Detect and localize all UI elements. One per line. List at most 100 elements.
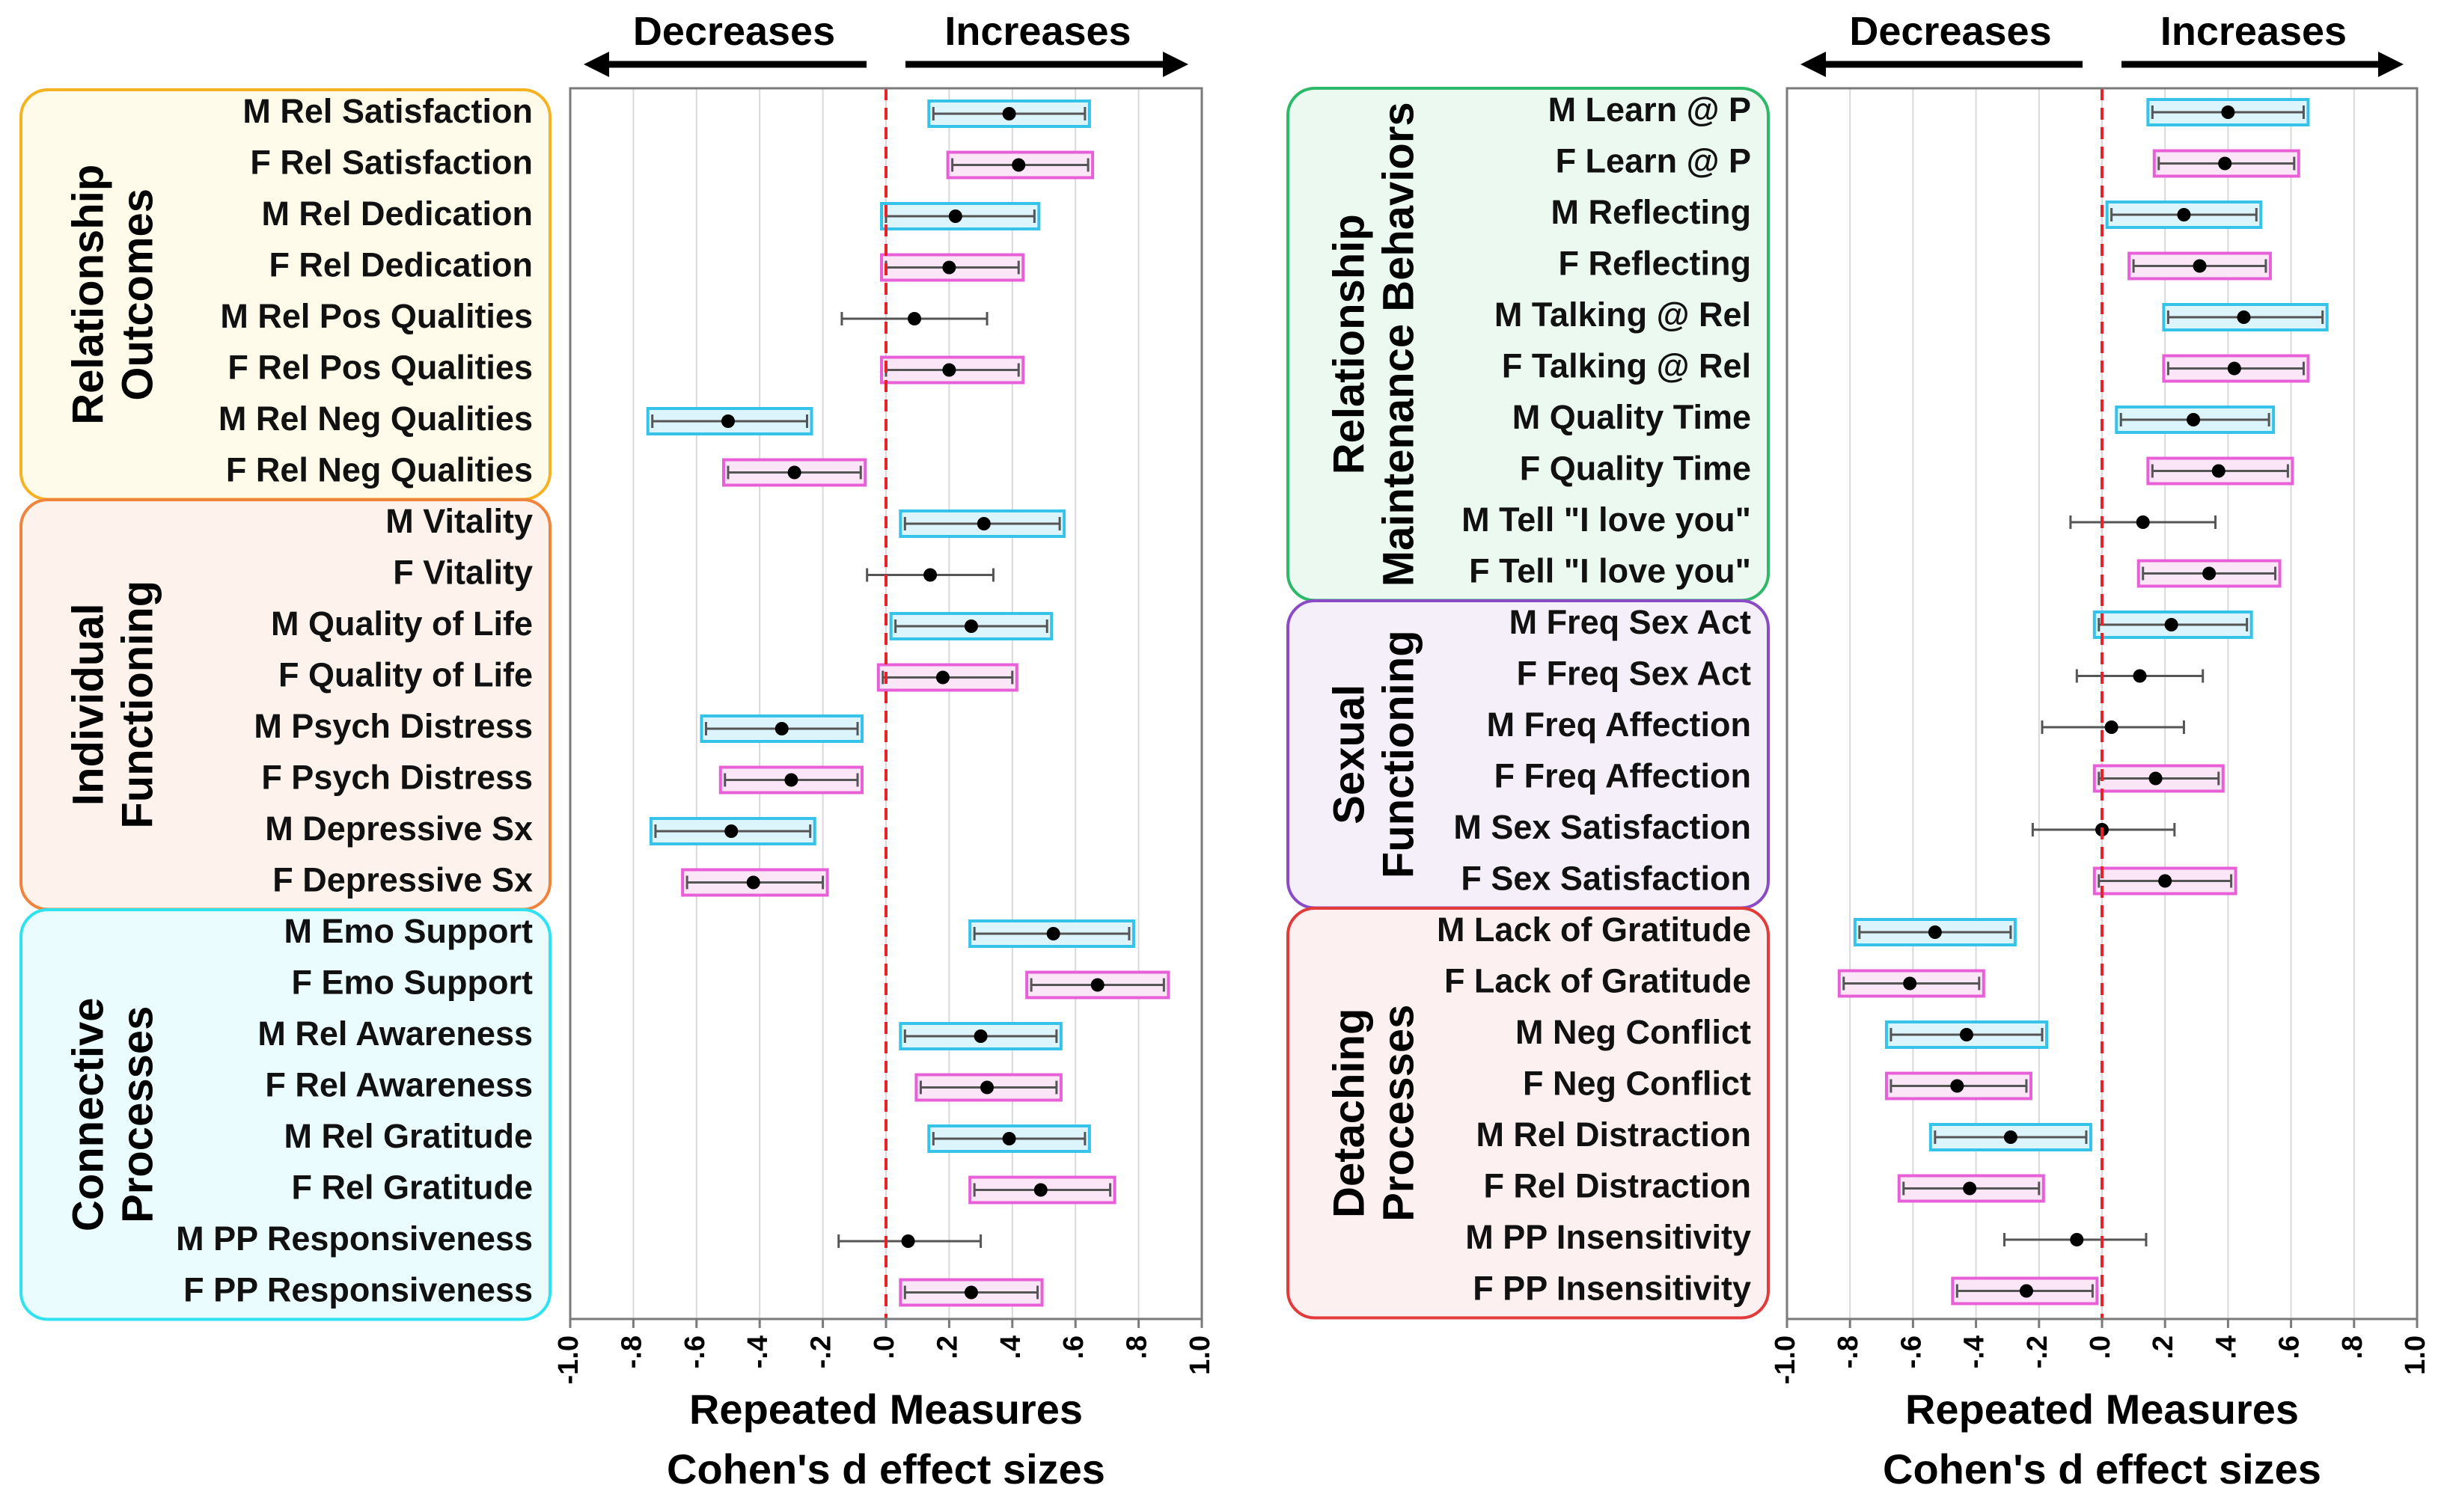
row-label: F Freq Affection	[1494, 756, 1751, 795]
effect-point	[2211, 464, 2225, 478]
group-label: Functioning	[1374, 630, 1423, 878]
row-label: M Rel Pos Qualities	[220, 297, 533, 335]
row-label: F Lack of Gratitude	[1444, 961, 1751, 1000]
effect-point	[2218, 156, 2232, 171]
effect-point	[977, 517, 991, 530]
row-label: M Depressive Sx	[265, 809, 533, 848]
x-tick-label: .2	[932, 1335, 963, 1359]
row-label: M Rel Neg Qualities	[219, 400, 533, 438]
effect-point	[2104, 720, 2118, 734]
x-tick-label: .6	[2274, 1335, 2306, 1359]
effect-point	[1002, 1132, 1016, 1145]
row-label: F Talking @ Rel	[1502, 346, 1751, 385]
effect-point	[721, 414, 735, 428]
row-label: F Reflecting	[1558, 244, 1751, 282]
effect-point	[1928, 925, 1942, 939]
x-tick-label: -.6	[1895, 1335, 1927, 1368]
group-label: Outcomes	[113, 189, 162, 401]
row-label: M Quality of Life	[271, 605, 533, 643]
row-label: M Learn @ P	[1548, 91, 1751, 129]
row-label: F Psych Distress	[261, 758, 533, 796]
row-label: M Freq Sex Act	[1509, 603, 1751, 641]
decreases-label: Decreases	[633, 9, 835, 54]
effect-point	[1033, 1183, 1048, 1197]
increases-arrowhead	[2378, 52, 2404, 77]
x-tick-label: -1.0	[553, 1335, 584, 1384]
decreases-arrowhead	[584, 52, 609, 77]
effect-point	[980, 1080, 995, 1095]
x-tick-label: -1.0	[1770, 1335, 1801, 1384]
effect-point	[2003, 1130, 2017, 1144]
row-label: M PP Responsiveness	[176, 1219, 533, 1258]
group-label: Individual	[64, 603, 112, 806]
x-tick-label: -.4	[742, 1335, 774, 1368]
x-tick-label: .4	[2211, 1335, 2242, 1359]
row-label: M Psych Distress	[254, 707, 533, 745]
effect-point	[724, 824, 739, 838]
row-label: M Reflecting	[1551, 193, 1751, 231]
group-label: Functioning	[113, 581, 162, 829]
effect-point	[775, 722, 789, 735]
row-label: M Neg Conflict	[1515, 1013, 1751, 1051]
x-tick-label: 1.0	[2400, 1335, 2431, 1375]
x-tick-label: -.2	[806, 1335, 837, 1368]
x-axis-title: Repeated Measures	[689, 1386, 1083, 1433]
effect-point	[964, 619, 978, 633]
effect-point	[907, 312, 921, 325]
row-label: F Learn @ P	[1556, 141, 1751, 180]
x-axis-subtitle: Cohen's d effect sizes	[1883, 1445, 2321, 1493]
row-label: F PP Insensitivity	[1473, 1269, 1751, 1307]
effect-point	[1012, 158, 1026, 172]
row-label: F Rel Gratitude	[291, 1168, 533, 1206]
row-label: M Tell "I love you"	[1461, 501, 1751, 539]
effect-point	[2148, 771, 2163, 786]
x-tick-label: .8	[1122, 1335, 1153, 1359]
x-tick-label: .0	[869, 1335, 900, 1359]
decreases-label: Decreases	[1849, 9, 2051, 54]
row-label: F Rel Dedication	[269, 245, 533, 284]
row-label: M Rel Dedication	[261, 195, 533, 233]
effect-point	[787, 465, 801, 480]
row-label: M Rel Gratitude	[284, 1117, 533, 1155]
effect-point	[2070, 1233, 2084, 1246]
effect-point	[948, 209, 962, 223]
effect-point	[974, 1029, 988, 1043]
x-tick-label: .6	[1058, 1335, 1090, 1359]
effect-point	[2133, 669, 2147, 683]
effect-point	[901, 1234, 915, 1248]
row-label: M Quality Time	[1512, 398, 1751, 436]
row-label: M Rel Satisfaction	[242, 92, 533, 130]
effect-point	[2221, 105, 2235, 119]
row-label: F PP Responsiveness	[183, 1270, 533, 1309]
row-label: F Rel Satisfaction	[250, 143, 533, 181]
group-box	[1286, 907, 1770, 1320]
effect-point	[2164, 618, 2178, 631]
effect-point	[2193, 259, 2207, 273]
effect-point	[942, 363, 956, 377]
effect-point	[2237, 310, 2251, 324]
group-label: Relationship	[1325, 214, 1373, 474]
effect-point	[1002, 107, 1016, 120]
left-forest-panel: Relationship Outcomes Individual Functionin…	[19, 9, 1216, 1493]
increases-label: Increases	[2160, 9, 2347, 54]
effect-point	[964, 1285, 978, 1300]
x-tick-label: .8	[2337, 1335, 2368, 1359]
group-label: Processes	[113, 1006, 162, 1223]
row-label: M Rel Awareness	[257, 1014, 533, 1053]
effect-point	[1959, 1028, 1973, 1041]
effect-point	[935, 670, 950, 685]
group-label: Sexual	[1325, 685, 1373, 824]
row-label: F Quality Time	[1520, 449, 1751, 487]
row-label: M Freq Affection	[1487, 706, 1751, 744]
x-axis-subtitle: Cohen's d effect sizes	[667, 1445, 1105, 1493]
x-tick-label: -.2	[2022, 1335, 2053, 1368]
effect-point	[2019, 1284, 2033, 1298]
row-label: M Vitality	[385, 502, 533, 540]
effect-point	[2158, 874, 2172, 888]
row-label: M Emo Support	[284, 912, 533, 950]
effect-point	[2136, 515, 2150, 529]
group-label: Detaching	[1325, 1008, 1373, 1218]
row-label: F Sex Satisfaction	[1461, 859, 1751, 897]
